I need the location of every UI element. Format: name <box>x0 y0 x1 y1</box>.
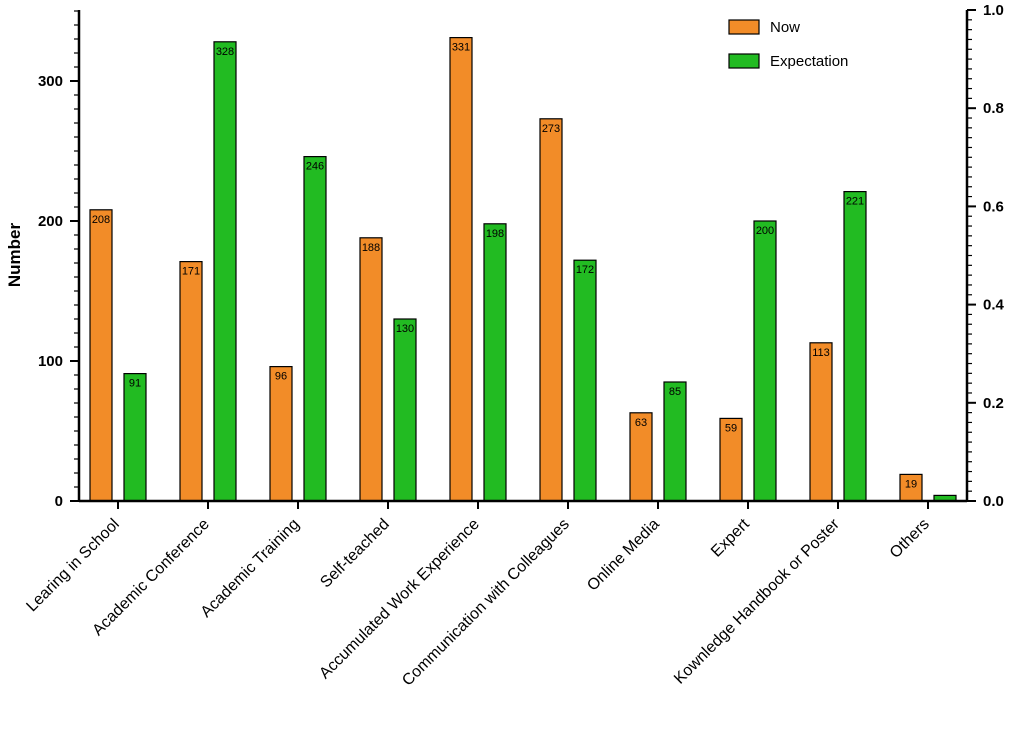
x-category-label: Expert <box>708 515 753 560</box>
bar-value-label: 59 <box>725 422 737 434</box>
bar-value-label: 246 <box>306 161 324 173</box>
bar-now <box>449 36 473 502</box>
bars <box>89 36 957 502</box>
bar-expectation <box>393 318 417 502</box>
bar-value-label: 85 <box>669 386 681 398</box>
legend: Now Expectation <box>728 19 848 70</box>
legend-swatch <box>728 19 760 35</box>
bar-expectation <box>843 191 867 502</box>
x-category-label: Accumulated Work Experience <box>316 516 483 683</box>
x-category-label: Learing in School <box>23 516 122 615</box>
bar-value-label: 200 <box>756 225 774 237</box>
x-category-label: Communication with Colleagues <box>399 516 573 690</box>
bar-now <box>269 366 293 502</box>
bar-value-label: 113 <box>812 347 830 359</box>
bar-value-label: 328 <box>216 46 234 58</box>
y2-tick-label: 0.8 <box>983 100 1004 117</box>
bar-value-label: 198 <box>486 228 504 240</box>
y2-tick-label: 1.0 <box>983 2 1004 19</box>
axis-ticks <box>70 9 976 509</box>
legend-label: Now <box>770 19 800 36</box>
bar-value-label: 96 <box>275 371 287 383</box>
bar-value-label: 172 <box>576 264 594 276</box>
y2-tick-label: 0.0 <box>983 493 1004 510</box>
bar-now <box>89 209 113 502</box>
y-tick-label: 100 <box>38 353 63 370</box>
bar-value-label: 208 <box>92 214 110 226</box>
bar-now <box>809 342 833 502</box>
bar-value-label: 19 <box>905 478 917 490</box>
bar-value-label: 130 <box>396 323 414 335</box>
x-category-label: Self-teached <box>317 516 393 592</box>
y2-tick-label: 0.6 <box>983 198 1004 215</box>
bar-value-label: 171 <box>182 266 200 278</box>
bar-expectation <box>483 223 507 502</box>
bar-value-label: 63 <box>635 417 647 429</box>
bar-expectation <box>663 381 687 502</box>
bar-now <box>179 261 203 502</box>
bar-expectation <box>753 220 777 502</box>
y2-tick-label: 0.2 <box>983 395 1004 412</box>
y-axis-title: Number <box>5 223 24 288</box>
y2-tick-label: 0.4 <box>983 297 1005 314</box>
bar-value-label: 91 <box>129 378 141 390</box>
bar-expectation <box>213 41 237 502</box>
y-tick-label: 300 <box>38 73 63 90</box>
bar-expectation <box>303 156 327 502</box>
bar-value-label: 188 <box>362 242 380 254</box>
legend-swatch <box>728 53 760 69</box>
legend-label: Expectation <box>770 53 848 70</box>
bar-value-label: 331 <box>452 42 470 54</box>
x-category-label: Others <box>887 516 933 562</box>
y-tick-label: 200 <box>38 213 63 230</box>
bar-expectation <box>123 373 147 502</box>
bar-now <box>359 237 383 502</box>
bar-now <box>539 118 563 502</box>
x-category-label: Online Media <box>584 516 663 595</box>
bar-expectation <box>573 259 597 502</box>
y-tick-label: 0 <box>55 493 63 510</box>
bar-value-label: 221 <box>846 196 864 208</box>
x-category-label: Academic Training <box>198 516 303 621</box>
bar-value-label: 273 <box>542 123 560 135</box>
x-category-label: Kownledge Handbook or Poster <box>671 515 843 687</box>
